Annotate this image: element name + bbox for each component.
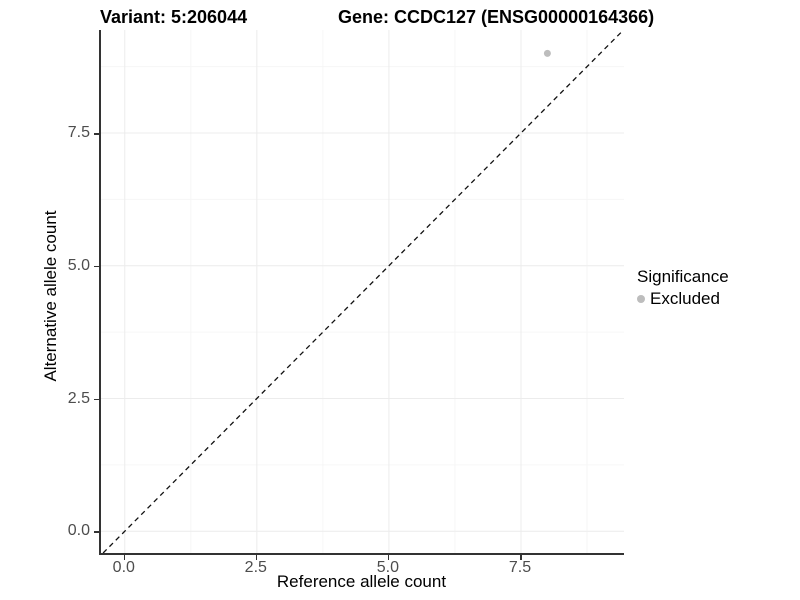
y-tick-mark [93,398,99,400]
x-tick-mark [123,555,126,560]
y-tick-label: 0.0 [67,522,90,540]
x-tick-label: 0.0 [112,559,135,576]
x-tick-mark [520,555,522,560]
legend-entry-excluded: Excluded [637,289,729,309]
y-tick-mark [93,531,99,533]
x-tick-mark [255,555,258,560]
plot-title-variant: Variant: 5:206044 [100,7,248,27]
y-tick-mark [93,265,99,268]
legend-title: Significance [637,267,729,286]
x-tick-mark [387,555,390,560]
y-tick-label: 5.0 [67,256,90,274]
plot-panel [98,30,624,555]
x-tick-label: 7.5 [508,559,532,576]
plot-title-gene: Gene: CCDC127 (ENSG00000164366) [338,7,655,27]
x-axis-title: Reference allele count [276,572,447,591]
legend: Significance Excluded [637,266,729,309]
identity-line [102,30,624,553]
x-tick-label: 5.0 [376,559,400,576]
data-point [543,49,551,57]
y-tick-mark [93,133,99,135]
y-tick-label: 7.5 [67,124,90,141]
y-tick-label: 2.5 [67,389,90,407]
panel-svg [100,30,624,553]
legend-entry-label: Excluded [650,289,720,308]
legend-point-icon [637,295,645,303]
x-tick-label: 2.5 [244,559,267,576]
